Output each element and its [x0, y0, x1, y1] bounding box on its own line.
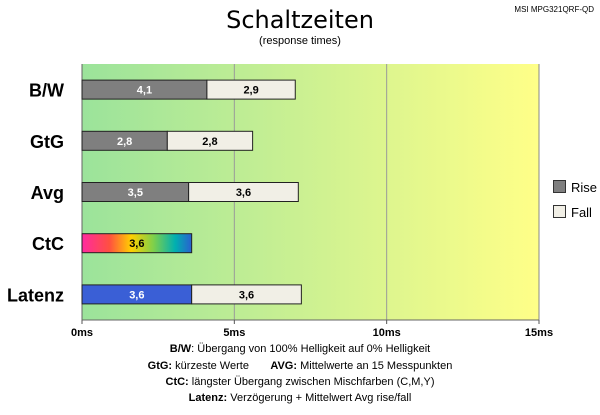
- bar-label-fall: 3,6: [236, 187, 251, 199]
- note-latenz-text: Verzögerung + Mittelwert Avg rise/fall: [227, 392, 412, 404]
- bar-label-rise: 3,5: [128, 187, 143, 199]
- legend-swatch-fall: [553, 205, 566, 218]
- note-latenz: Latenz: Verzögerung + Mittelwert Avg ris…: [0, 392, 600, 404]
- note-bw-key: B/W: [169, 343, 192, 355]
- category-label: CtC: [32, 234, 64, 254]
- note-latenz-key: Latenz:: [188, 392, 228, 404]
- chart-title: Schaltzeiten: [226, 6, 374, 34]
- chart-subtitle: (response times): [259, 35, 341, 47]
- note-ctc-text: längster Übergang zwischen Mischfarben (…: [188, 376, 435, 388]
- monitor-model-label: MSI MPG321QRF-QD: [514, 5, 594, 14]
- note-gtg-text: kürzeste Werte: [172, 360, 249, 372]
- category-label: Avg: [31, 183, 64, 203]
- bar-fall: [191, 284, 302, 305]
- x-tick-label: 10ms: [373, 327, 401, 339]
- x-tick-label: 0ms: [71, 327, 93, 339]
- x-tick-label: 5ms: [223, 327, 245, 339]
- note-gtg-key: GtG:: [147, 360, 173, 372]
- legend-item-fall: Fall: [553, 205, 592, 220]
- category-label: GtG: [30, 132, 64, 152]
- note-avg-key: AVG:: [270, 360, 298, 372]
- category-label: Latenz: [7, 285, 64, 305]
- note-bw: B/W: Übergang von 100% Helligkeit auf 0%…: [0, 343, 600, 355]
- note-bw-text: : Übergang von 100% Helligkeit auf 0% He…: [191, 343, 431, 355]
- legend-label-rise: Rise: [571, 180, 598, 195]
- bar-label-fall: 2,8: [202, 136, 217, 148]
- note-ctc-key: CtC:: [165, 376, 189, 388]
- x-tick-label: 15ms: [525, 327, 553, 339]
- legend-item-rise: Rise: [553, 180, 597, 195]
- bar-label-rise: 2,8: [117, 136, 132, 148]
- note-ctc: CtC: längster Übergang zwischen Mischfar…: [0, 376, 600, 388]
- bar-label-rise: 4,1: [137, 85, 152, 97]
- category-label: B/W: [29, 81, 64, 101]
- bar-label-fall: 3,6: [239, 289, 254, 301]
- bar-label-fall: 2,9: [243, 85, 258, 97]
- legend-swatch-rise: [553, 180, 566, 193]
- bar-fall: [166, 130, 254, 151]
- bar-fall: [188, 182, 299, 202]
- bar-ctc: [81, 233, 193, 254]
- bar-label-ctc: 3,6: [129, 238, 144, 250]
- note-gtg-avg: GtG: kürzeste Werte AVG: Mittelwerte an …: [0, 360, 600, 372]
- bar-label-latenz: 3,6: [129, 289, 144, 301]
- legend-label-fall: Fall: [571, 205, 592, 220]
- bar-fall: [206, 79, 296, 100]
- note-avg-text: Mittelwerte an 15 Messpunkten: [297, 360, 453, 372]
